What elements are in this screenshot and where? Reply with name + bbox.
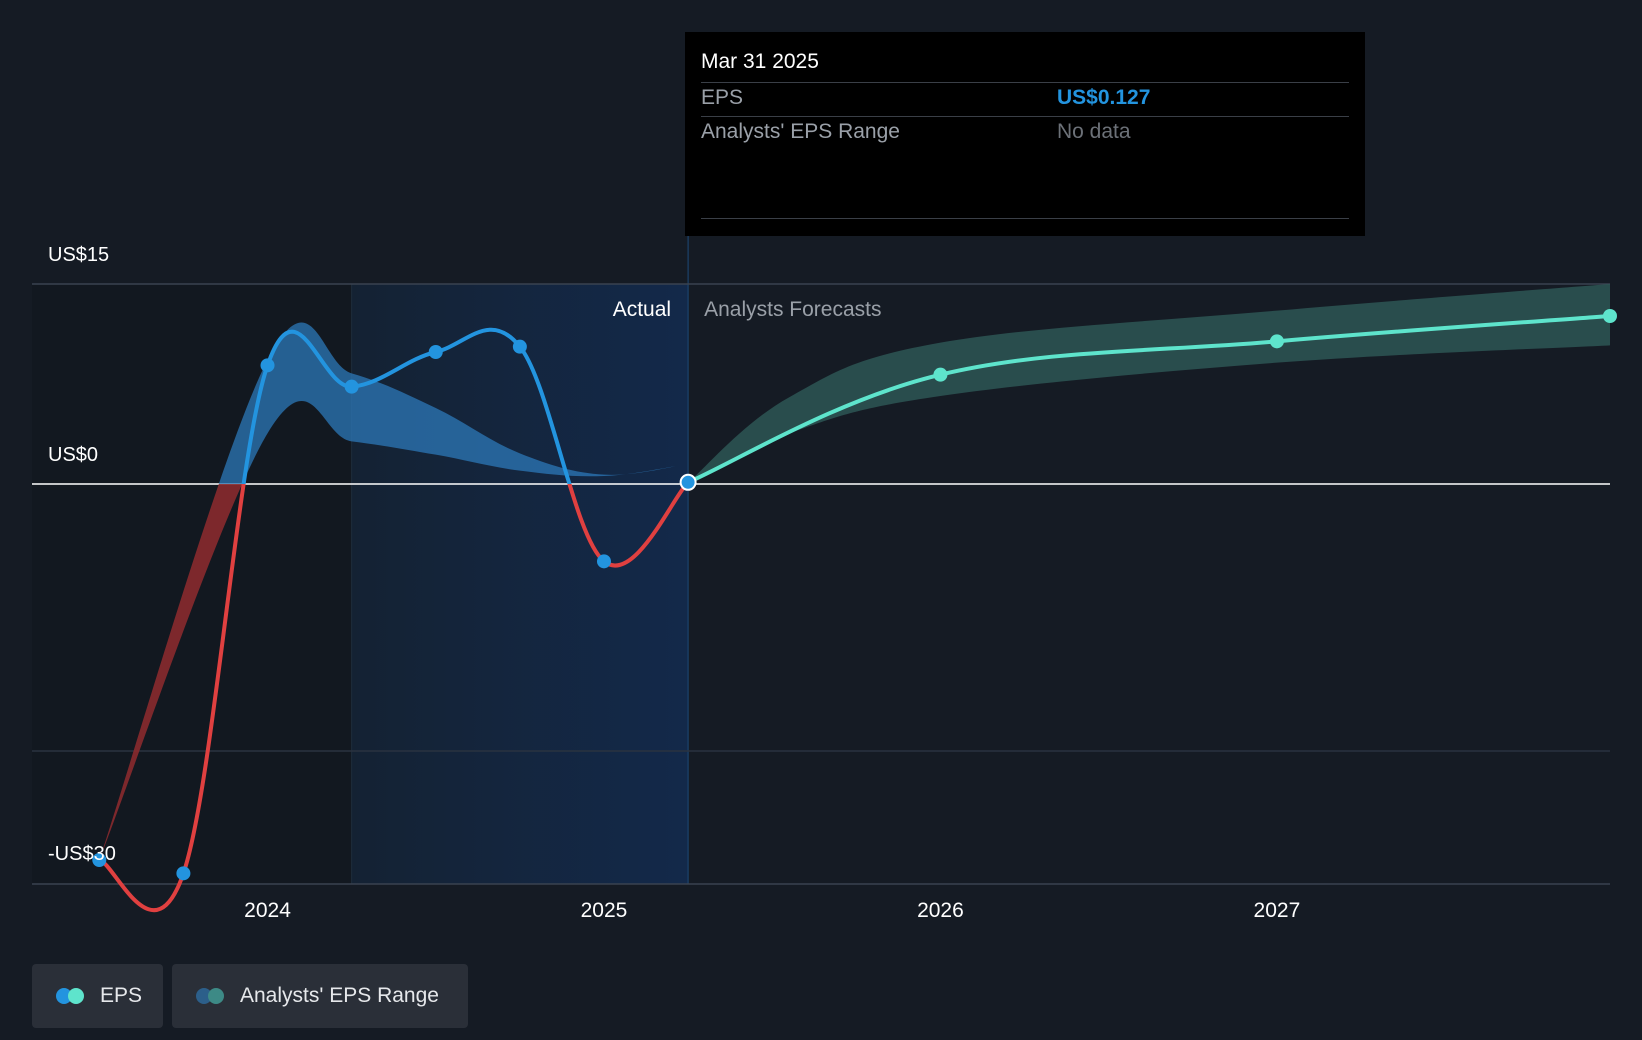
eps-range-band-actual (218, 322, 689, 484)
eps-point-actual (596, 554, 611, 569)
eps-point-actual (428, 345, 443, 359)
tooltip-divider (701, 82, 1349, 83)
tooltip-range-value: No data (1057, 120, 1131, 143)
tooltip-divider (701, 218, 1349, 219)
eps-point-actual (92, 853, 107, 867)
legend-item-eps-range[interactable]: Analysts' EPS Range (172, 964, 468, 1028)
legend-label-eps-range: Analysts' EPS Range (240, 984, 439, 1007)
eps-point-forecast (933, 367, 948, 382)
forecast-section-label: Analysts Forecasts (704, 298, 881, 321)
eps-line-forecast (687, 314, 1611, 485)
y-tick-label: US$0 (48, 444, 98, 466)
eps-point-actual (260, 358, 275, 373)
tooltip-range-label: Analysts' EPS Range (701, 120, 900, 143)
eps-legend-icon (56, 987, 86, 1005)
x-tick-label: 2025 (581, 899, 628, 922)
eps-point-actual (512, 339, 527, 354)
eps-point-forecast (1269, 334, 1284, 349)
x-tick-label: 2026 (917, 899, 964, 922)
eps-point-actual (344, 379, 359, 394)
tooltip-eps-label: EPS (701, 86, 744, 109)
eps-point-actual (679, 473, 697, 491)
actual-region (351, 284, 689, 884)
eps-point-forecast (1603, 309, 1617, 323)
actual-section-label: Actual (613, 298, 671, 321)
legend-label-eps: EPS (100, 984, 143, 1007)
eps-line-actual-negative (98, 484, 690, 912)
y-tick-label: US$15 (48, 244, 109, 266)
eps-range-legend-icon (196, 987, 226, 1005)
x-tick-label: 2027 (1254, 899, 1301, 922)
eps-point-actual (176, 866, 191, 881)
tooltip-divider (701, 116, 1349, 117)
y-tick-label: -US$30 (48, 843, 116, 865)
x-tick-label: 2024 (244, 899, 291, 922)
tooltip-eps-value: US$0.127 (1057, 86, 1151, 109)
legend-item-eps[interactable]: EPS (32, 964, 163, 1028)
tooltip-date: Mar 31 2025 (701, 50, 819, 73)
tooltip: Mar 31 2025 EPS US$0.127 Analysts' EPS R… (685, 32, 1365, 236)
